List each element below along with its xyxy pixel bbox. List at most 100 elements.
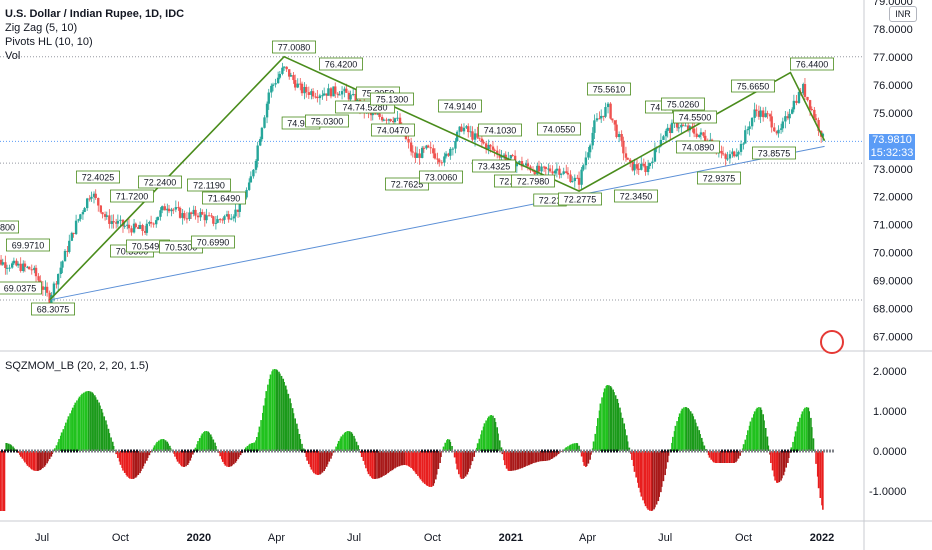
candle-body — [327, 88, 330, 96]
candle-body — [238, 199, 241, 212]
indicator-zigzag-label[interactable]: Zig Zag (5, 10) — [5, 22, 78, 34]
candle-body — [562, 171, 565, 174]
currency-badge[interactable]: INR — [889, 6, 917, 22]
candle-body — [726, 158, 729, 160]
squeeze-dot — [508, 449, 510, 453]
candle-body — [813, 109, 816, 119]
pivot-label-text: 74.9140 — [444, 102, 477, 112]
candle-body — [216, 219, 219, 223]
squeeze-dot — [190, 449, 192, 453]
candle-body — [345, 88, 348, 93]
candle-body — [443, 156, 446, 163]
candle-body — [163, 206, 166, 211]
economic-event-icon[interactable] — [820, 330, 844, 354]
candle-body — [746, 129, 750, 131]
squeeze-dot — [502, 449, 504, 453]
squeeze-dot — [478, 449, 480, 453]
candle-body — [699, 132, 703, 135]
squeeze-dot — [298, 449, 300, 453]
candle-body — [10, 263, 14, 268]
candle-body — [425, 145, 428, 149]
squeeze-dot — [97, 449, 99, 453]
squeeze-dot — [55, 449, 57, 453]
squeeze-dot — [220, 449, 222, 453]
candle-body — [321, 95, 324, 97]
pivot-label: 72.4025 — [76, 170, 120, 184]
squeeze-dot — [202, 449, 204, 453]
squeeze-dot — [595, 449, 597, 453]
pivot-label-box — [110, 189, 154, 203]
candle-body — [1, 262, 4, 265]
price-tick-label: 69.0000 — [873, 276, 913, 288]
pivot-label-text: 73.4325 — [478, 162, 511, 172]
indicator-vol-label[interactable]: Vol — [5, 50, 21, 62]
candle-body — [334, 86, 337, 94]
candle-body — [56, 273, 60, 285]
candle-body — [0, 259, 3, 265]
squeeze-dot — [463, 449, 465, 453]
pivot-label: 73.8575 — [752, 146, 796, 160]
candle-body — [810, 108, 813, 110]
squeeze-dot — [40, 449, 42, 453]
candle-body — [223, 216, 226, 220]
pivot-label: 74.5500 — [673, 110, 717, 124]
squeeze-dot — [376, 449, 378, 453]
squeeze-dot — [346, 449, 348, 453]
squeeze-dot — [610, 449, 612, 453]
squeeze-dot — [616, 449, 618, 453]
squeeze-dot — [589, 449, 591, 453]
candle-body — [633, 164, 636, 171]
candle-body — [491, 146, 495, 150]
squeeze-dot — [475, 449, 477, 453]
candle-body — [666, 127, 669, 131]
candle-body — [631, 161, 634, 171]
squeeze-dot — [334, 449, 336, 453]
time-tick-label: Oct — [112, 532, 129, 544]
pivot-label: 72.2400 — [138, 175, 182, 189]
candle-body — [675, 122, 679, 128]
squeeze-dot — [481, 449, 483, 453]
candle-body — [569, 174, 572, 182]
symbol-title[interactable]: U.S. Dollar / Indian Rupee, 1D, IDC — [5, 8, 185, 20]
squeeze-dot — [658, 449, 660, 453]
candle-body — [480, 138, 484, 142]
squeeze-dot — [802, 449, 804, 453]
oscillator-title[interactable]: SQZMOM_LB (20, 2, 20, 1.5) — [5, 360, 149, 372]
candle-body — [473, 133, 477, 140]
candle-body — [19, 263, 22, 271]
candle-body — [565, 171, 568, 173]
pivot-label-box — [0, 281, 42, 295]
squeeze-dot — [46, 449, 48, 453]
candle-body — [311, 91, 315, 97]
candle-body — [296, 83, 299, 88]
squeeze-dot — [178, 449, 180, 453]
squeeze-dot — [622, 449, 624, 453]
squeeze-dot — [256, 449, 258, 453]
squeeze-dot — [613, 449, 615, 453]
candle-body — [588, 145, 592, 153]
time-tick-label: Jul — [658, 532, 672, 544]
indicator-pivots-label[interactable]: Pivots HL (10, 10) — [5, 36, 93, 48]
squeeze-dot — [64, 449, 66, 453]
candle-body — [440, 162, 444, 164]
candle-body — [487, 144, 490, 150]
pivot-label-text: 69.0375 — [4, 284, 37, 294]
candle-body — [509, 155, 513, 159]
squeeze-dot — [274, 449, 276, 453]
candle-body — [415, 153, 419, 158]
squeeze-dot — [76, 449, 78, 453]
squeeze-dot — [490, 449, 492, 453]
oscillator-tick-label: 1.0000 — [873, 406, 907, 418]
candle-body — [680, 124, 683, 128]
squeeze-dot — [175, 449, 177, 453]
squeeze-dot — [187, 449, 189, 453]
squeeze-dots — [1, 449, 834, 453]
pivot-label-text: 73.0060 — [425, 173, 458, 183]
candle-body — [432, 148, 435, 154]
squeeze-dot — [586, 449, 588, 453]
squeeze-dot — [784, 449, 786, 453]
squeeze-dot — [307, 449, 309, 453]
pivot-label-box — [385, 177, 429, 191]
candle-body — [407, 139, 410, 143]
